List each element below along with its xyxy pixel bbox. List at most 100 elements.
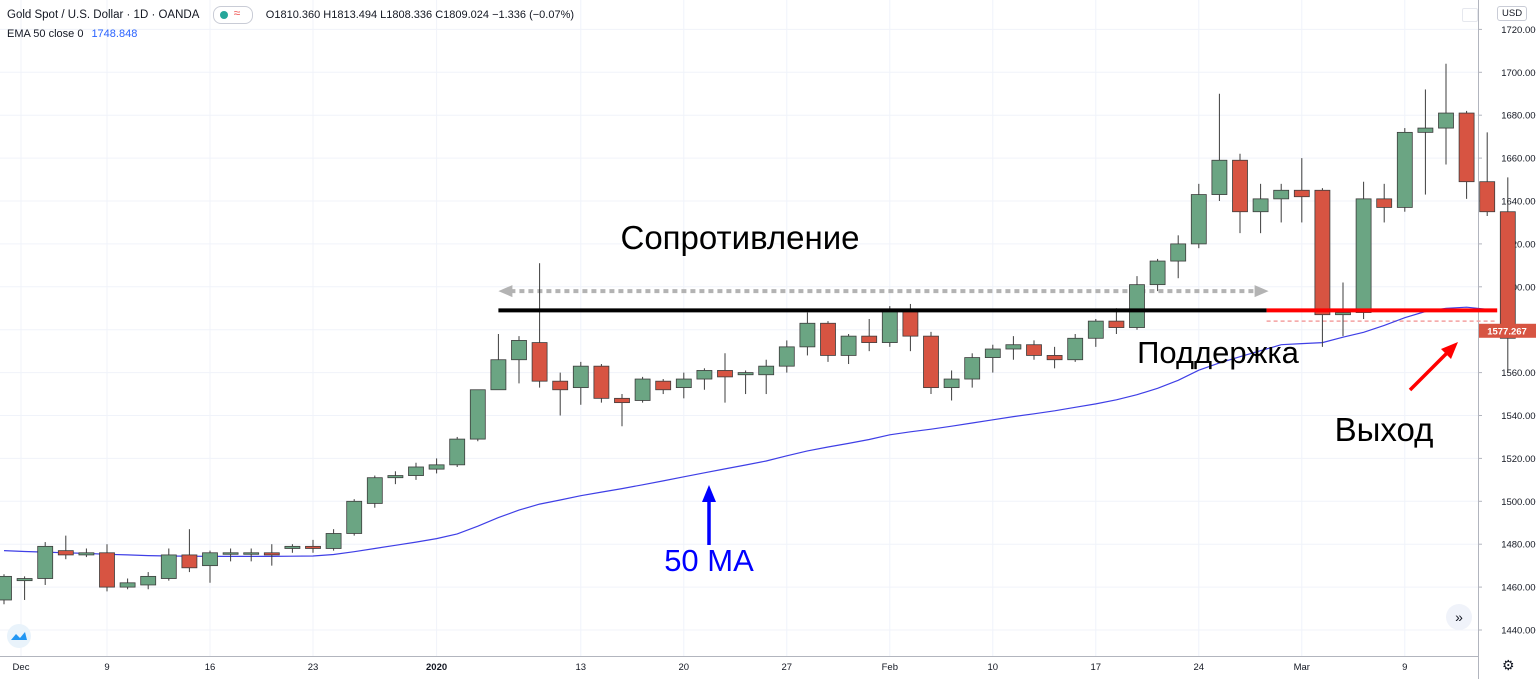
gear-icon[interactable]: ⚙ bbox=[1502, 657, 1515, 673]
candle-down[interactable] bbox=[1499, 211, 1516, 339]
y-tick-label: 1700.000 bbox=[1501, 68, 1536, 79]
y-tick-label: 1600.000 bbox=[1501, 282, 1536, 293]
candle-down[interactable] bbox=[1458, 112, 1475, 183]
screenshot-icon[interactable] bbox=[1462, 8, 1478, 22]
candle-up[interactable] bbox=[1252, 198, 1269, 213]
candle-up[interactable] bbox=[16, 578, 33, 582]
candle-up[interactable] bbox=[1190, 194, 1207, 245]
support-annotation: Поддержка bbox=[1137, 335, 1299, 370]
candle-down[interactable] bbox=[531, 342, 548, 382]
tradingview-logo-icon[interactable] bbox=[7, 624, 31, 648]
candle-down[interactable] bbox=[1108, 320, 1125, 328]
candle-down[interactable] bbox=[820, 322, 836, 356]
candle-up[interactable] bbox=[449, 438, 466, 466]
candle-up[interactable] bbox=[881, 309, 898, 343]
candle-up[interactable] bbox=[840, 335, 857, 356]
candle-down[interactable] bbox=[1479, 181, 1496, 213]
candle-up[interactable] bbox=[1355, 198, 1372, 313]
chart-header: Gold Spot / U.S. Dollar · 1D · OANDA ≈ O… bbox=[7, 6, 574, 24]
candle-up[interactable] bbox=[943, 378, 960, 389]
x-tick-label: 9 bbox=[104, 662, 109, 673]
ohlc-values: O1810.360 H1813.494 L1808.336 C1809.024 … bbox=[265, 9, 575, 22]
x-tick-label: Dec bbox=[13, 662, 30, 673]
candle-up[interactable] bbox=[346, 500, 363, 534]
candle-up[interactable] bbox=[1335, 312, 1351, 316]
y-tick-label: 1720.000 bbox=[1501, 25, 1536, 36]
candle-up[interactable] bbox=[964, 357, 981, 380]
candle-up[interactable] bbox=[1273, 189, 1290, 200]
candle-up[interactable] bbox=[0, 575, 12, 601]
candle-up[interactable] bbox=[1005, 344, 1022, 350]
x-tick-label: 23 bbox=[308, 662, 319, 673]
candle-up[interactable] bbox=[675, 378, 692, 389]
candle-up[interactable] bbox=[634, 378, 651, 401]
candle-down[interactable] bbox=[57, 550, 74, 556]
currency-badge[interactable]: USD bbox=[1497, 6, 1528, 21]
candle-up[interactable] bbox=[78, 552, 95, 556]
candle-down[interactable] bbox=[263, 552, 280, 556]
x-tick-label: Mar bbox=[1294, 662, 1310, 673]
candle-down[interactable] bbox=[1232, 159, 1248, 213]
x-tick-label: 24 bbox=[1194, 662, 1205, 673]
candle-up[interactable] bbox=[119, 582, 136, 588]
candle-up[interactable] bbox=[325, 533, 342, 549]
candle-up[interactable] bbox=[1396, 131, 1413, 208]
candle-up[interactable] bbox=[1087, 320, 1104, 339]
candle-up[interactable] bbox=[408, 466, 424, 476]
candle-up[interactable] bbox=[243, 552, 260, 555]
status-icons[interactable]: ≈ bbox=[212, 6, 253, 24]
candle-down[interactable] bbox=[1046, 355, 1063, 361]
candle-down[interactable] bbox=[923, 335, 939, 389]
x-tick-label: 2020 bbox=[426, 662, 447, 673]
symbol-title[interactable]: Gold Spot / U.S. Dollar · 1D · OANDA bbox=[7, 9, 200, 22]
resistance-annotation: Сопротивление bbox=[621, 219, 860, 256]
candle-down[interactable] bbox=[1293, 189, 1310, 198]
candle-up[interactable] bbox=[202, 552, 218, 567]
candle-up[interactable] bbox=[799, 322, 816, 348]
candle-down[interactable] bbox=[305, 545, 321, 549]
candle-down[interactable] bbox=[902, 309, 919, 337]
candle-down[interactable] bbox=[717, 370, 733, 378]
candle-up[interactable] bbox=[984, 348, 1001, 358]
candle-up[interactable] bbox=[1417, 127, 1434, 133]
candle-up[interactable] bbox=[1170, 243, 1187, 262]
candle-up[interactable] bbox=[160, 554, 177, 579]
y-tick-label: 1500.000 bbox=[1501, 497, 1536, 508]
wave-icon: ≈ bbox=[233, 6, 241, 20]
candle-down[interactable] bbox=[1314, 189, 1331, 316]
candle-up[interactable] bbox=[366, 477, 383, 504]
candle-up[interactable] bbox=[428, 464, 445, 470]
candle-up[interactable] bbox=[696, 370, 713, 380]
candle-up[interactable] bbox=[37, 545, 54, 579]
candle-down[interactable] bbox=[614, 397, 630, 404]
candle-up[interactable] bbox=[1067, 337, 1084, 361]
indicator-legend[interactable]: EMA 50 close 0 1748.848 bbox=[7, 28, 137, 40]
candle-down[interactable] bbox=[181, 554, 198, 569]
candle-up[interactable] bbox=[387, 475, 404, 479]
candle-up[interactable] bbox=[140, 575, 157, 586]
x-tick-label: 27 bbox=[782, 662, 793, 673]
candle-down[interactable] bbox=[593, 365, 610, 399]
candle-down[interactable] bbox=[1026, 344, 1042, 356]
candle-up[interactable] bbox=[758, 365, 775, 376]
candle-down[interactable] bbox=[552, 380, 569, 391]
candle-up[interactable] bbox=[490, 359, 507, 391]
candle-up[interactable] bbox=[1211, 159, 1228, 195]
candle-up[interactable] bbox=[572, 365, 589, 389]
candle-down[interactable] bbox=[99, 552, 115, 588]
candle-down[interactable] bbox=[655, 380, 672, 391]
scroll-to-latest-button[interactable]: » bbox=[1446, 604, 1472, 630]
candle-up[interactable] bbox=[1129, 284, 1145, 328]
candle-up[interactable] bbox=[222, 552, 239, 555]
y-tick-label: 1460.000 bbox=[1501, 583, 1536, 594]
candle-up[interactable] bbox=[778, 346, 795, 367]
candle-down[interactable] bbox=[1376, 198, 1393, 208]
candle-up[interactable] bbox=[511, 340, 527, 361]
candle-up[interactable] bbox=[469, 389, 486, 440]
candle-down[interactable] bbox=[861, 335, 878, 343]
candle-up[interactable] bbox=[1149, 260, 1166, 286]
candle-up[interactable] bbox=[1438, 112, 1454, 129]
candle-up[interactable] bbox=[284, 545, 301, 549]
candle-up[interactable] bbox=[737, 372, 754, 376]
